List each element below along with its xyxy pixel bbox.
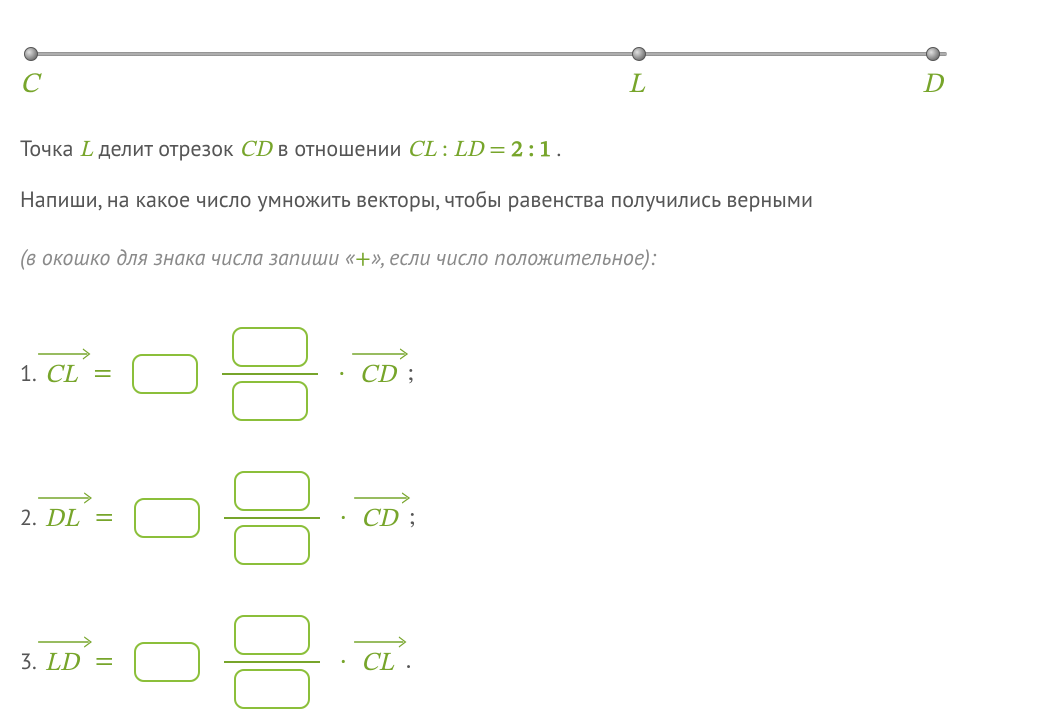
hint-text: (в окошко для знака числа запиши «+», ес… [20,243,1017,277]
equation-number: 1. [20,360,37,388]
math-var-CD: CD [239,139,271,162]
equals-sign: = [93,358,112,391]
lhs-vector: LD [45,644,79,681]
fraction-bar [224,661,320,663]
equals-sign: = [95,646,114,679]
problem-statement-instruction: Напиши, на какое число умножить векторы,… [20,185,1017,217]
vector-arrow-icon [37,346,92,360]
fraction-bar [224,517,320,519]
equation-row-3: 3. LD = · CL. [20,615,1017,709]
vector-arrow-icon [353,490,411,504]
text-fragment: в отношении [277,135,407,163]
math-plus: + [355,249,371,271]
fraction [222,327,318,421]
math-var-L: L [79,139,92,162]
equation-number: 3. [20,648,37,676]
equals-sign: = [95,502,114,535]
rhs-vector: CL [361,644,394,681]
numerator-input[interactable] [234,615,310,655]
text-fragment: (в окошко для знака числа запиши « [20,244,355,272]
multiply-dot: · [338,358,345,391]
fraction-bar [222,373,318,375]
text-fragment: делит отрезок [99,135,240,163]
text-fragment: Точка [20,135,79,163]
equation-terminator: ; [409,503,415,533]
math-num-1: 1 [540,139,551,162]
lhs-vector: DL [45,500,79,537]
sign-input[interactable] [132,354,198,394]
sign-input[interactable] [134,642,200,682]
vector-arrow-icon [351,346,409,360]
segment-label-C: C [20,68,39,103]
segment-diagram: CLD [20,24,1017,114]
fraction [224,471,320,565]
vector-arrow-icon [353,634,408,648]
text-fragment: . [557,135,562,163]
math-var-LD: LD [453,139,483,162]
math-equals: = [489,139,511,162]
vector-arrow-icon [37,490,93,504]
denominator-input[interactable] [234,525,310,565]
math-colon: : [442,139,453,162]
segment-label-D: D [922,68,942,103]
numerator-input[interactable] [234,471,310,511]
segment-point-C [24,47,38,61]
equation-list: 1. CL = · CD; 2. DL = · CD; 3. LD = · CL. [20,327,1017,709]
rhs-vector: CD [361,500,397,537]
multiply-dot: · [340,646,347,679]
segment-label-L: L [628,68,644,103]
equation-terminator: ; [408,359,414,389]
problem-statement-ratio: Точка L делит отрезок CD в отношении CL … [20,134,1017,167]
segment-line [30,52,947,56]
denominator-input[interactable] [232,381,308,421]
segment-point-L [632,47,646,61]
equation-number: 2. [20,504,37,532]
equation-terminator: . [406,647,412,677]
fraction [224,615,320,709]
math-colon: : [529,139,540,162]
text-fragment: », если число положительное): [371,244,656,272]
multiply-dot: · [340,502,347,535]
rhs-vector: CD [359,356,395,393]
equation-row-1: 1. CL = · CD; [20,327,1017,421]
denominator-input[interactable] [234,669,310,709]
vector-arrow-icon [37,634,93,648]
page: CLD Точка L делит отрезок CD в отношении… [0,0,1037,709]
segment-point-D [926,47,940,61]
lhs-vector: CL [45,356,78,393]
math-num-2: 2 [511,139,522,162]
math-var-CL: CL [407,139,436,162]
equation-row-2: 2. DL = · CD; [20,471,1017,565]
text-fragment: Напиши, на какое число умножить векторы,… [20,186,813,214]
numerator-input[interactable] [232,327,308,367]
sign-input[interactable] [134,498,200,538]
